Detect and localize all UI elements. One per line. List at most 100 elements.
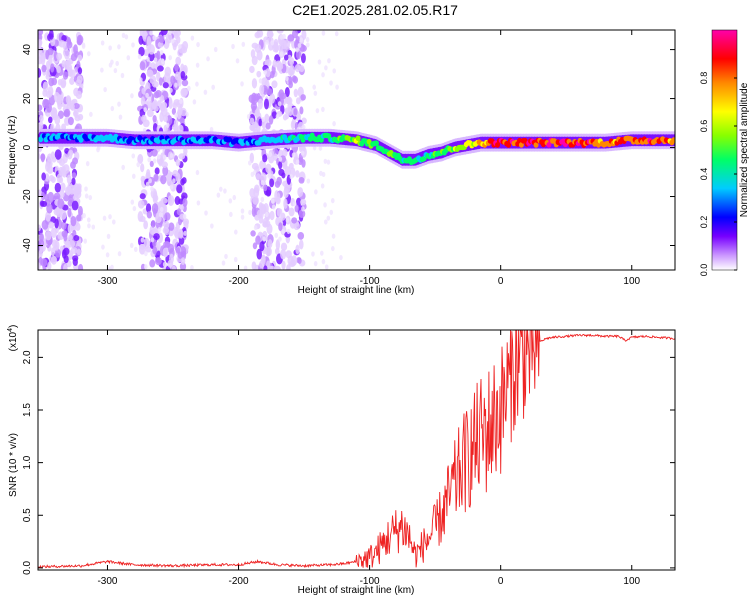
noise-speckle xyxy=(195,81,199,87)
noise-speckle xyxy=(326,215,331,221)
noise-speckle xyxy=(77,54,83,62)
noise-speckle xyxy=(75,222,81,231)
noise-speckle xyxy=(327,58,331,64)
noise-speckle xyxy=(265,68,271,78)
noise-speckle xyxy=(136,162,140,168)
noise-speckle xyxy=(86,217,91,223)
noise-speckle xyxy=(276,192,281,204)
noise-speckle xyxy=(203,89,208,95)
colorbar: 0.0 0.2 0.4 0.6 0.8 Normalized spectral ampl… xyxy=(699,29,750,276)
snr-marks xyxy=(38,330,675,569)
ridge-core xyxy=(366,138,372,145)
noise-speckle xyxy=(160,174,167,185)
spectrogram-y-tick-label: 20 xyxy=(22,93,33,105)
noise-speckle xyxy=(276,207,281,217)
noise-speckle xyxy=(334,31,339,37)
noise-speckle xyxy=(44,193,49,202)
noise-speckle xyxy=(38,120,44,131)
noise-speckle xyxy=(297,42,302,49)
noise-speckle xyxy=(152,114,157,123)
noise-speckle xyxy=(159,49,164,56)
noise-speckle xyxy=(301,124,306,130)
noise-speckle xyxy=(117,101,121,107)
noise-speckle xyxy=(146,210,153,219)
noise-speckle xyxy=(297,257,302,264)
noise-speckle xyxy=(82,213,86,219)
noise-speckle xyxy=(265,220,271,228)
noise-speckle xyxy=(323,202,327,208)
noise-speckle xyxy=(178,229,184,239)
noise-speckle xyxy=(275,113,280,120)
noise-speckle xyxy=(131,42,135,48)
noise-speckle xyxy=(139,243,146,250)
noise-speckle xyxy=(181,192,188,200)
noise-speckle xyxy=(172,42,177,51)
noise-speckle xyxy=(273,265,281,270)
noise-speckle xyxy=(117,44,121,50)
spectrogram-marks xyxy=(38,30,675,270)
noise-speckle xyxy=(172,178,176,184)
noise-speckle xyxy=(290,120,296,130)
noise-speckle xyxy=(72,194,79,201)
noise-speckle xyxy=(175,159,181,167)
ridge-core xyxy=(546,142,552,148)
noise-speckle xyxy=(182,198,188,207)
noise-speckle xyxy=(266,88,273,96)
noise-speckle xyxy=(74,114,81,122)
noise-speckle xyxy=(283,198,288,210)
noise-speckle xyxy=(315,108,320,114)
noise-speckle xyxy=(287,255,294,266)
noise-speckle xyxy=(112,219,116,225)
noise-speckle xyxy=(54,218,59,229)
noise-speckle xyxy=(274,232,279,238)
noise-speckle xyxy=(256,70,262,78)
noise-speckle xyxy=(102,215,107,221)
noise-speckle xyxy=(176,184,183,194)
noise-speckle xyxy=(158,77,163,86)
noise-speckle xyxy=(321,259,326,265)
noise-speckle xyxy=(271,80,278,89)
noise-speckle xyxy=(253,224,258,231)
snr-panel: -300 -200 -100 0 100 0.0 0.5 1.0 1.5 2.0 Height … xyxy=(7,325,676,596)
noise-speckle xyxy=(177,48,184,57)
noise-speckle xyxy=(301,206,305,212)
noise-speckle xyxy=(150,62,156,69)
ridge-core xyxy=(506,142,512,148)
noise-speckle xyxy=(192,99,197,105)
noise-speckle xyxy=(318,145,323,151)
snr-x-tick-label: 0 xyxy=(498,576,504,587)
noise-speckle xyxy=(159,35,165,44)
noise-speckle xyxy=(250,101,258,111)
noise-speckle xyxy=(259,172,267,183)
noise-speckle xyxy=(269,93,276,104)
noise-speckle xyxy=(168,98,173,109)
noise-speckle xyxy=(168,222,175,231)
noise-speckle xyxy=(64,49,70,60)
noise-speckle xyxy=(115,60,119,67)
noise-speckle xyxy=(268,265,274,270)
noise-speckle xyxy=(91,224,96,230)
noise-speckle xyxy=(68,240,76,248)
noise-speckle xyxy=(38,146,43,153)
noise-speckle xyxy=(54,240,60,251)
noise-speckle xyxy=(295,47,299,53)
ridge-core xyxy=(671,137,675,143)
noise-speckle xyxy=(251,261,257,270)
noise-speckle xyxy=(67,116,74,126)
noise-speckle xyxy=(190,35,195,41)
noise-speckle xyxy=(281,260,286,270)
snr-x-tick-label: -100 xyxy=(360,576,380,587)
spectrogram-x-tick-label: 100 xyxy=(623,276,640,287)
noise-speckle xyxy=(235,58,240,64)
noise-speckle xyxy=(175,56,181,66)
noise-speckle xyxy=(38,67,42,78)
noise-speckle xyxy=(251,78,258,89)
noise-speckle xyxy=(176,208,182,216)
noise-speckle xyxy=(141,114,147,123)
noise-speckle xyxy=(87,51,91,57)
noise-speckle xyxy=(278,38,286,46)
noise-speckle xyxy=(50,227,57,238)
noise-speckle xyxy=(279,92,287,100)
